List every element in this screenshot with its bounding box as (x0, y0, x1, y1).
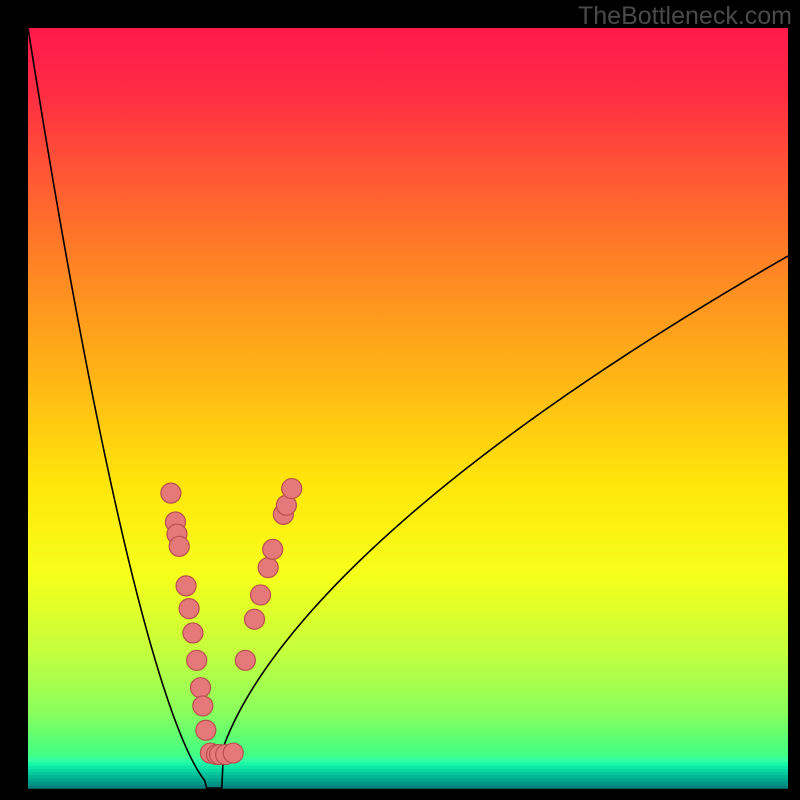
data-dot (282, 479, 302, 499)
data-dot (263, 539, 283, 559)
data-dot (179, 599, 199, 619)
data-dot (258, 558, 278, 578)
data-dot (169, 536, 189, 556)
data-dot (193, 696, 213, 716)
data-dot (161, 483, 181, 503)
green-band-row (28, 785, 788, 789)
data-dot (223, 743, 243, 763)
bottleneck-chart (0, 0, 800, 800)
green-band (28, 756, 788, 789)
plot-background (28, 28, 788, 788)
watermark-text: TheBottleneck.com (578, 2, 792, 31)
data-dot (244, 609, 264, 629)
data-dot (251, 585, 271, 605)
data-dot (196, 720, 216, 740)
data-dot (235, 650, 255, 670)
data-dot (187, 650, 207, 670)
data-dot (176, 576, 196, 596)
data-dot (183, 623, 203, 643)
chart-stage: TheBottleneck.com (0, 0, 800, 800)
data-dot (191, 678, 211, 698)
